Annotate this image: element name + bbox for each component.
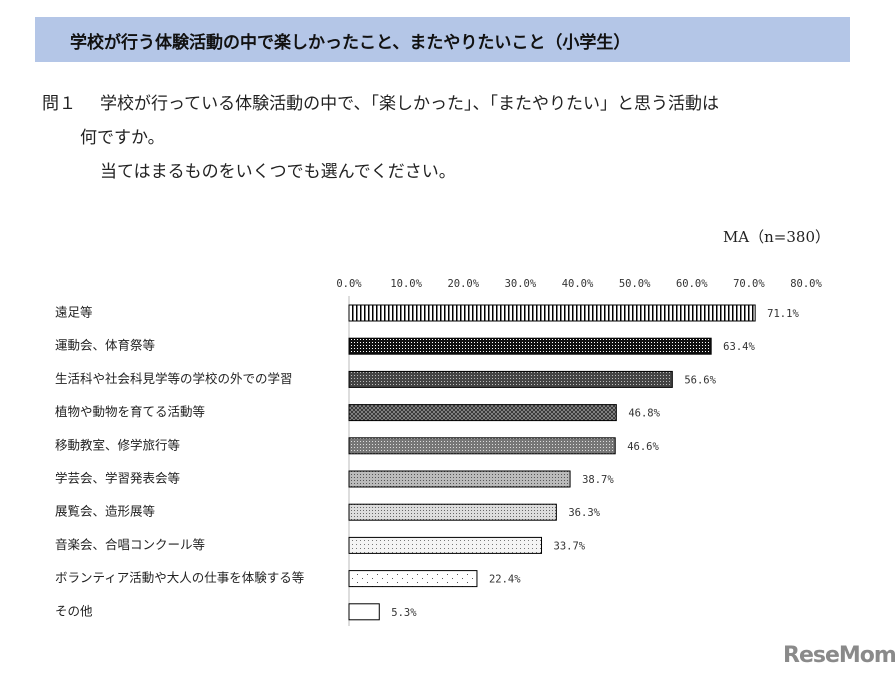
header-title: 学校が行う体験活動の中で楽しかったこと、またやりたいこと（小学生） (70, 33, 631, 53)
bar (348, 603, 380, 621)
x-tick-label: 80.0% (790, 278, 822, 290)
x-tick-label: 20.0% (447, 278, 479, 290)
question-line: 当てはまるものをいくつでも選んでください。 (100, 162, 456, 182)
category-label: その他 (55, 603, 93, 618)
bar (348, 304, 756, 322)
question-line: 何ですか。 (80, 128, 165, 148)
value-label: 56.6% (684, 374, 716, 386)
category-label: 運動会、体育祭等 (55, 338, 155, 353)
value-label: 63.4% (723, 341, 755, 353)
bar (348, 370, 673, 388)
category-label: ボランティア活動や大人の仕事を体験する等 (55, 570, 304, 585)
question-line: 学校が行っている体験活動の中で、「楽しかった」、「またやりたい」と思う活動は (100, 94, 719, 114)
value-label: 36.3% (568, 507, 600, 519)
category-label: 遠足等 (55, 305, 93, 320)
bar (348, 437, 616, 455)
value-label: 46.6% (627, 441, 659, 453)
question-number: 問１ (42, 94, 76, 114)
header-band: 学校が行う体験活動の中で楽しかったこと、またやりたいこと（小学生） (35, 17, 850, 62)
x-tick-label: 40.0% (562, 278, 594, 290)
watermark: ReseMom (783, 643, 895, 668)
bar (348, 570, 478, 588)
bar (348, 404, 617, 422)
value-label: 71.1% (767, 308, 799, 320)
x-tick-label: 10.0% (390, 278, 422, 290)
x-tick-label: 30.0% (505, 278, 537, 290)
bar (348, 536, 543, 554)
value-label: 22.4% (489, 574, 521, 586)
x-tick-label: 50.0% (619, 278, 651, 290)
category-label: 移動教室、修学旅行等 (55, 437, 180, 452)
category-label: 音楽会、合唱コンクール等 (55, 537, 205, 552)
value-label: 46.8% (628, 408, 660, 420)
sample-note: MA（n=380） (723, 228, 830, 246)
x-tick-label: 60.0% (676, 278, 708, 290)
category-label: 学芸会、学習発表会等 (55, 471, 180, 486)
bar (348, 337, 712, 355)
value-label: 5.3% (391, 607, 417, 619)
category-label: 展覧会、造形展等 (55, 504, 155, 519)
x-tick-label: 70.0% (733, 278, 765, 290)
bar (348, 503, 557, 521)
value-label: 33.7% (554, 540, 586, 552)
x-tick-label: 0.0% (336, 278, 362, 290)
category-label: 植物や動物を育てる活動等 (55, 404, 205, 419)
value-label: 38.7% (582, 474, 614, 486)
category-label: 生活科や社会科見学等の学校の外での学習 (55, 371, 293, 386)
bar (348, 470, 571, 488)
